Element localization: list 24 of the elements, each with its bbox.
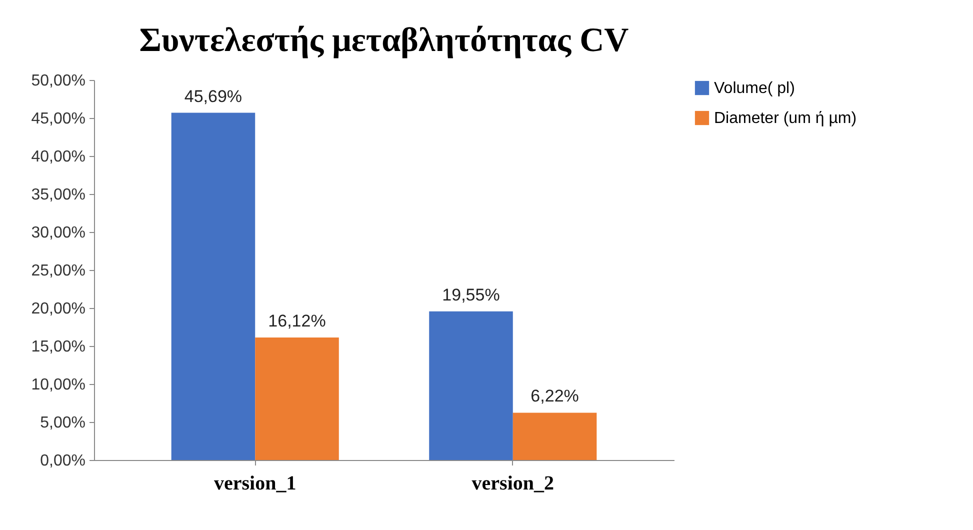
bar — [255, 337, 339, 460]
x-tick-label: version_2 — [472, 472, 554, 494]
bar — [512, 412, 597, 460]
y-tick-label: 15,00% — [31, 338, 86, 356]
y-tick-label: 5,00% — [40, 414, 86, 432]
chart-title: Συντελεστής μεταβλητότητας CV — [139, 22, 630, 59]
y-tick-label: 45,00% — [31, 110, 86, 128]
data-label: 19,55% — [442, 285, 500, 304]
y-tick-label: 0,00% — [40, 452, 86, 470]
y-tick-label: 50,00% — [31, 72, 86, 90]
y-tick-label: 25,00% — [31, 262, 86, 280]
data-label: 6,22% — [530, 386, 579, 406]
y-tick-label: 35,00% — [31, 186, 86, 204]
y-tick-label: 40,00% — [31, 148, 86, 166]
y-tick-label: 20,00% — [31, 300, 86, 318]
y-tick-label: 30,00% — [31, 224, 86, 242]
data-label: 45,69% — [184, 86, 242, 106]
bar — [429, 311, 513, 460]
y-tick-label: 10,00% — [31, 376, 86, 394]
bar — [171, 112, 256, 460]
legend-label: Volume( pl) — [714, 80, 795, 97]
legend-label: Diameter (um ή µm) — [714, 110, 857, 127]
x-tick-label: version_1 — [214, 472, 296, 494]
data-label: 16,12% — [268, 311, 326, 330]
